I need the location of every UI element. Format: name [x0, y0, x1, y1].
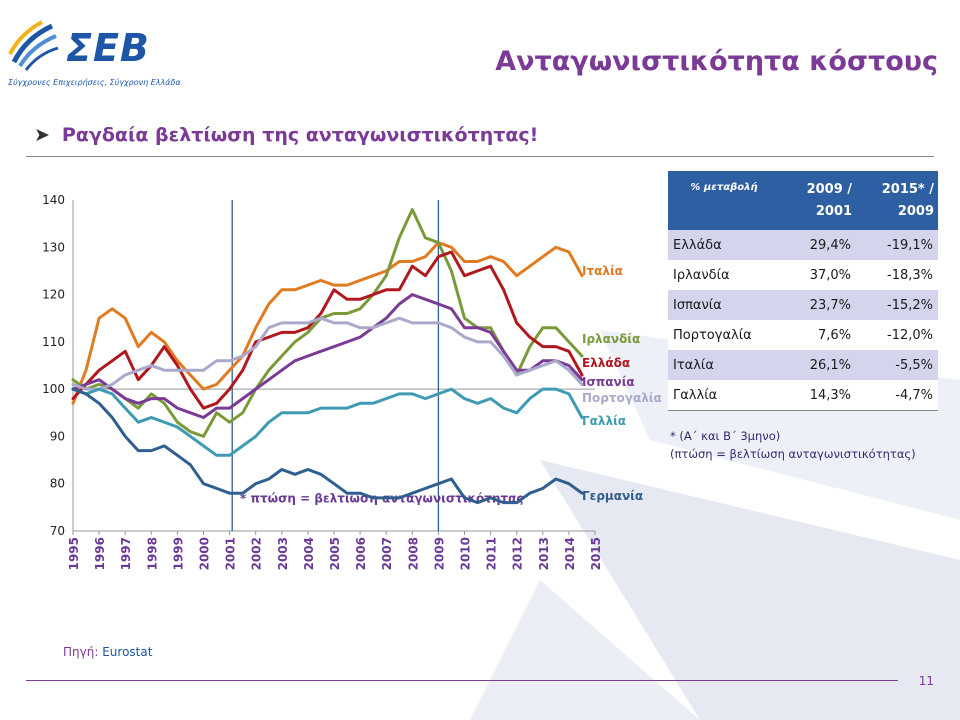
series-line	[71, 241, 584, 405]
x-tick-label: 2009	[432, 537, 446, 570]
table-cell-value: 23,7%	[780, 290, 857, 320]
table-cell-country: Ισπανία	[668, 290, 780, 320]
table-cell-value: -4,7%	[856, 380, 938, 411]
x-tick-label: 2000	[198, 537, 212, 570]
table-cell-value: 14,3%	[780, 380, 857, 411]
table-cell-value: 26,1%	[780, 350, 857, 380]
x-tick-label: 2006	[354, 537, 368, 570]
table-row: Γαλλία 14,3% -4,7%	[668, 380, 938, 411]
slide-title: Ανταγωνιστικότητα κόστους	[495, 46, 938, 77]
series-label: Ιρλανδία	[582, 332, 640, 346]
x-tick-label: 2015	[589, 537, 603, 570]
table-cell-country: Ιρλανδία	[668, 260, 780, 290]
x-tick-label: 2013	[537, 537, 551, 570]
source-label: Πηγή:	[63, 645, 99, 659]
x-tick-label: 1995	[67, 537, 81, 570]
table-row: Πορτογαλία 7,6% -12,0%	[668, 320, 938, 350]
x-tick-label: 2004	[302, 537, 316, 570]
x-tick-label: 2007	[380, 537, 394, 570]
logo-swirl-icon	[8, 20, 59, 71]
table-cell-country: Πορτογαλία	[668, 320, 780, 350]
y-tick-label: 90	[50, 429, 65, 443]
series-line	[71, 316, 584, 391]
page-number: 11	[918, 674, 934, 688]
series-line	[71, 387, 584, 457]
table-cell-country: Ιταλία	[668, 350, 780, 380]
y-tick-label: 140	[42, 193, 65, 207]
table-row: Ιρλανδία 37,0% -18,3%	[668, 260, 938, 290]
source-value: Eurostat	[102, 645, 153, 659]
series-label: Ελλάδα	[582, 356, 630, 370]
x-tick-label: 2008	[406, 537, 420, 570]
footnote-line2: (πτώση = βελτίωση ανταγωνιστικότητας)	[670, 447, 916, 461]
footer-divider	[26, 680, 898, 681]
x-tick-label: 2011	[485, 537, 499, 570]
x-tick-label: 2014	[563, 537, 577, 570]
source-note: Πηγή: Eurostat	[63, 645, 152, 659]
series-label: Γαλλία	[582, 414, 626, 428]
x-tick-label: 1997	[119, 537, 133, 570]
table-cell-value: 7,6%	[780, 320, 857, 350]
table-cell-value: -18,3%	[856, 260, 938, 290]
x-tick-label: 1998	[145, 537, 159, 570]
series-line	[71, 293, 584, 419]
table-footnote: * (Α΄ και Β΄ 3μηνο) (πτώση = βελτίωση αν…	[670, 427, 916, 463]
x-tick-label: 2010	[459, 537, 473, 570]
table-cell-value: -19,1%	[856, 230, 938, 260]
logo-text: ΣΕΒ	[66, 26, 150, 70]
table-cell-value: -5,5%	[856, 350, 938, 380]
series-line	[71, 387, 584, 505]
y-tick-label: 120	[42, 288, 65, 302]
y-tick-label: 130	[42, 240, 65, 254]
series-label: Ιταλία	[582, 264, 623, 278]
table-cell-country: Ελλάδα	[668, 230, 780, 260]
x-tick-label: 2001	[224, 537, 238, 570]
series-line	[71, 250, 584, 410]
table-cell-value: 37,0%	[780, 260, 857, 290]
x-tick-label: 1999	[171, 537, 185, 570]
table-cell-value: -12,0%	[856, 320, 938, 350]
series-label: Γερμανία	[582, 489, 643, 503]
x-tick-label: 2005	[328, 537, 342, 570]
table-cell-country: Γαλλία	[668, 380, 780, 411]
table-cell-value: 29,4%	[780, 230, 857, 260]
y-tick-label: 70	[50, 524, 65, 538]
table-header-period1: 2009 / 2001	[780, 171, 857, 230]
bullet-text: Ραγδαία βελτίωση της ανταγωνιστικότητας!	[61, 124, 539, 146]
change-table: % μεταβολή 2009 / 2001 2015* / 2009 Ελλά…	[668, 171, 938, 411]
table-cell-value: -15,2%	[856, 290, 938, 320]
x-tick-label: 2003	[276, 537, 290, 570]
y-tick-label: 100	[42, 382, 65, 396]
arrow-bullet-icon: ➤	[34, 124, 50, 146]
title-divider	[26, 156, 934, 157]
series-label: Πορτογαλία	[582, 391, 662, 405]
series-label: Ισπανία	[582, 375, 635, 389]
footnote-line1: * (Α΄ και Β΄ 3μηνο)	[670, 429, 781, 443]
x-tick-label: 2002	[250, 537, 264, 570]
y-tick-label: 80	[50, 477, 65, 491]
table-row: Ελλάδα 29,4% -19,1%	[668, 230, 938, 260]
y-tick-label: 110	[42, 335, 65, 349]
table-header-period2: 2015* / 2009	[856, 171, 938, 230]
table-header-metric: % μεταβολή	[668, 171, 780, 230]
table-row: Ιταλία 26,1% -5,5%	[668, 350, 938, 380]
logo-tagline: Σύγχρονες Επιχειρήσεις, Σύγχρονη Ελλάδα	[8, 78, 181, 87]
series-line	[71, 208, 584, 438]
table-row: Ισπανία 23,7% -15,2%	[668, 290, 938, 320]
x-tick-label: 1996	[93, 537, 107, 570]
seb-logo[interactable]: ΣΕΒ Σύγχρονες Επιχειρήσεις, Σύγχρονη Ελλ…	[6, 16, 181, 87]
x-tick-label: 2012	[511, 537, 525, 570]
bullet-point: ➤ Ραγδαία βελτίωση της ανταγωνιστικότητας…	[34, 124, 538, 146]
